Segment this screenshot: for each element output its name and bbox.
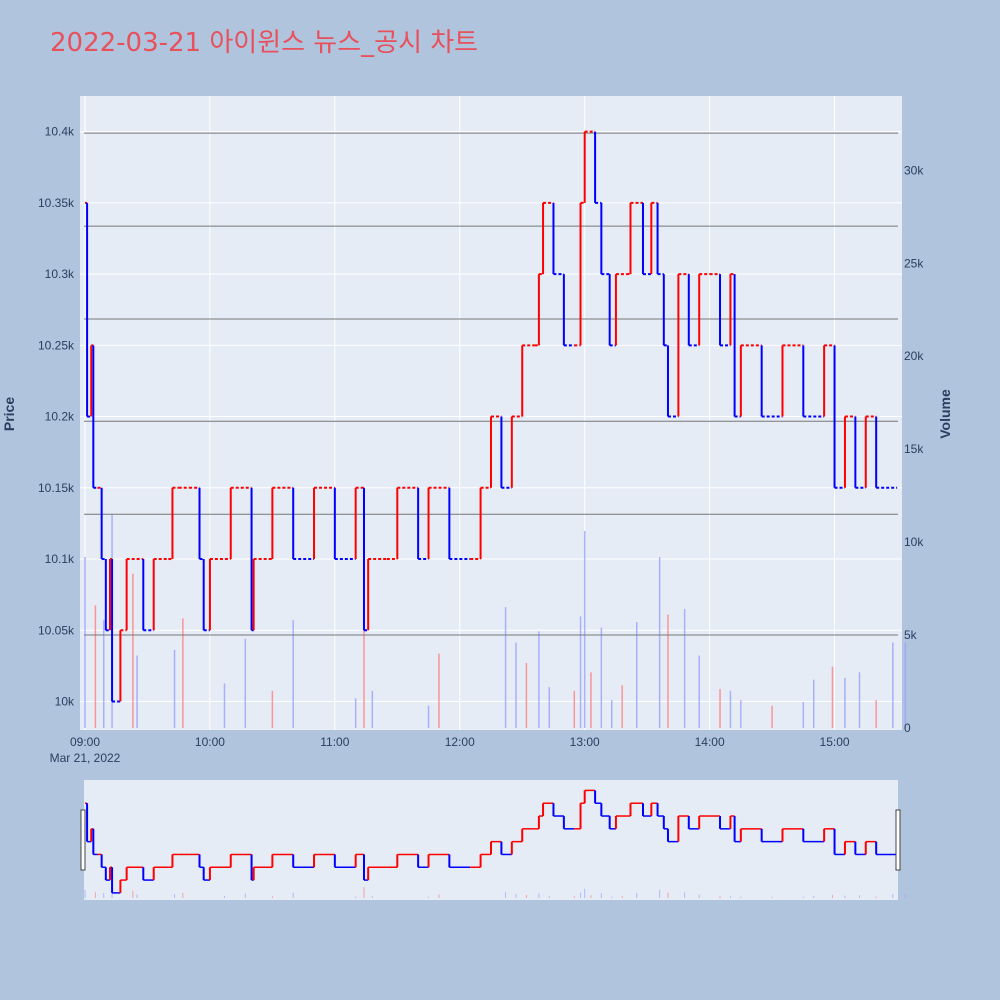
time-tick-label: 15:00: [820, 735, 850, 749]
axes: 10k 10.05k 10.1k 10.15k 10.2k 10.25k 10.3k 10.3…: [38, 125, 924, 749]
grid-layer: [80, 96, 902, 730]
time-tick-label: 13:00: [570, 735, 600, 749]
rangeslider-preview: [84, 789, 906, 898]
time-tick-label: 14:00: [695, 735, 725, 749]
price-tick-label: 10.2k: [45, 410, 75, 424]
price-tick-label: 10.05k: [38, 623, 75, 637]
y-axis-price-title: Price: [1, 397, 17, 431]
main-plot-background: [80, 96, 902, 730]
volume-bars: [84, 501, 907, 728]
chart-title: 2022-03-21 아이윈스 뉴스_공시 차트: [50, 28, 479, 58]
volume-tick-label: 20k: [904, 349, 924, 363]
price-tick-label: 10.1k: [45, 552, 75, 566]
x-axis-date-label: Mar 21, 2022: [50, 751, 121, 765]
volume-tick-label: 15k: [904, 442, 924, 456]
time-tick-label: 12:00: [445, 735, 475, 749]
rangeslider-right-handle[interactable]: [895, 809, 901, 871]
price-tick-label: 10.3k: [45, 267, 75, 281]
volume-tick-label: 0: [904, 721, 911, 735]
volume-reference-lines: [84, 132, 898, 636]
price-tick-label: 10.25k: [38, 338, 75, 352]
volume-tick-label: 30k: [904, 163, 924, 177]
price-tick-label: 10.4k: [45, 125, 75, 139]
volume-tick-label: 10k: [904, 535, 924, 549]
rangeslider-left-handle[interactable]: [80, 809, 86, 871]
volume-tick-label: 5k: [904, 628, 918, 642]
rangeslider-background[interactable]: [84, 780, 898, 900]
price-tick-label: 10.35k: [38, 196, 75, 210]
price-tick-label: 10.15k: [38, 481, 75, 495]
price-series: [85, 130, 897, 703]
price-tick-label: 10k: [55, 695, 75, 709]
y-axis-volume-title: Volume: [937, 389, 953, 439]
volume-tick-label: 25k: [904, 256, 924, 270]
time-tick-label: 09:00: [70, 735, 100, 749]
time-tick-label: 11:00: [320, 735, 349, 749]
time-tick-label: 10:00: [195, 735, 225, 749]
